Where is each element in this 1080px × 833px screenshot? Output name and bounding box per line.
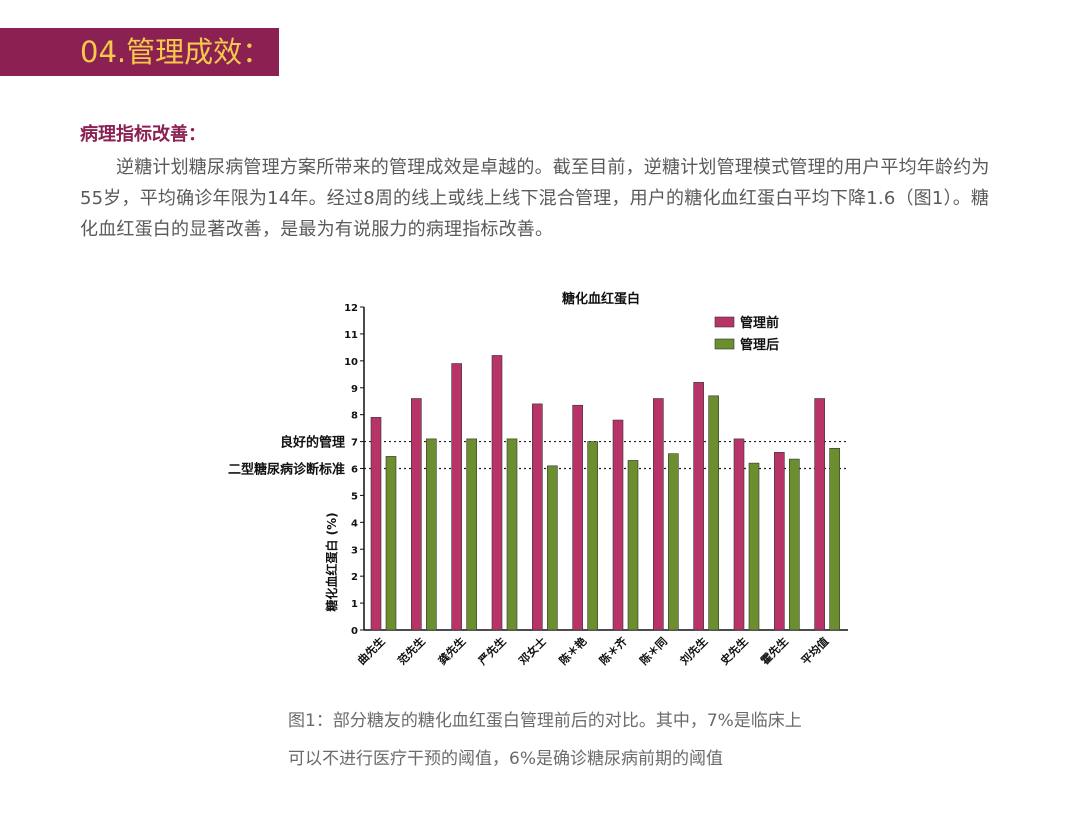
bar-after — [587, 441, 598, 631]
x-tick-label: 范先生 — [395, 634, 428, 667]
bar-before — [612, 419, 624, 631]
y-tick-label: 3 — [351, 545, 358, 556]
bar-before — [451, 363, 462, 631]
body-paragraph: 逆糖计划糖尿病管理方案所带来的管理成效是卓越的。截至目前，逆糖计划管理模式管理的… — [80, 157, 990, 240]
x-tick-label: 陈＊同 — [637, 634, 670, 667]
x-tick-label: 霍先生 — [758, 634, 791, 667]
x-tick-label: 严先生 — [475, 634, 509, 668]
x-tick-label: 龚先生 — [435, 634, 468, 667]
y-tick-label: 6 — [351, 465, 358, 476]
figure-caption: 图1：部分糖友的糖化血红蛋白管理前后的对比。其中，7%是临床上可以不进行医疗干预… — [288, 711, 802, 769]
bar-after — [466, 438, 477, 631]
bar-before — [693, 382, 704, 631]
bar-before — [491, 355, 503, 631]
bar-after — [668, 453, 679, 631]
reference-line-label: 二型糖尿病诊断标准 — [228, 462, 345, 478]
y-tick-label: 12 — [344, 303, 358, 314]
section-title-banner: 04.管理成效： — [0, 28, 279, 76]
y-axis-label: 糖化血红蛋白 (%) — [324, 512, 339, 611]
y-tick-label: 9 — [351, 384, 358, 395]
x-tick-label: 平均值 — [798, 634, 831, 667]
bar-before — [653, 398, 664, 631]
bar-before — [814, 398, 825, 631]
x-tick-label: 陈＊艳 — [556, 634, 589, 667]
y-tick-label: 8 — [351, 411, 358, 422]
bar-after — [627, 460, 639, 631]
bar-after — [547, 465, 558, 631]
x-tick-label: 曲先生 — [354, 634, 387, 667]
x-tick-label: 邓女士 — [516, 634, 549, 667]
y-tick-label: 5 — [351, 491, 358, 502]
x-tick-label: 史先生 — [717, 634, 750, 667]
legend-label: 管理前 — [740, 315, 779, 331]
legend-label: 管理后 — [740, 337, 779, 353]
bar-after — [506, 438, 518, 631]
y-tick-label: 0 — [351, 626, 358, 637]
bar-before — [532, 403, 543, 631]
y-tick-label: 1 — [351, 599, 358, 610]
bar-before — [370, 417, 382, 631]
legend-swatch — [714, 338, 735, 350]
x-tick-label: 陈＊齐 — [596, 634, 630, 668]
bar-before — [774, 452, 785, 631]
subheading: 病理指标改善： — [80, 124, 206, 145]
bar-after — [829, 448, 840, 631]
bar-after — [789, 458, 800, 631]
reference-line-label: 良好的管理 — [280, 435, 345, 451]
bar-before — [411, 398, 422, 631]
y-tick-label: 10 — [344, 357, 358, 368]
x-tick-label: 刘先生 — [677, 634, 710, 667]
bar-after — [385, 456, 397, 631]
chart-title: 糖化血红蛋白 — [562, 291, 640, 307]
bar-after — [426, 438, 437, 631]
bar-before — [572, 404, 583, 631]
section-title: 04.管理成效： — [80, 35, 272, 69]
y-tick-label: 2 — [351, 572, 358, 583]
y-tick-label: 4 — [351, 518, 358, 529]
legend-swatch — [714, 316, 735, 328]
bar-after — [708, 395, 719, 631]
y-tick-label: 7 — [351, 438, 358, 449]
bar-after — [748, 462, 760, 631]
bar-before — [733, 438, 745, 631]
y-tick-label: 11 — [344, 330, 358, 341]
